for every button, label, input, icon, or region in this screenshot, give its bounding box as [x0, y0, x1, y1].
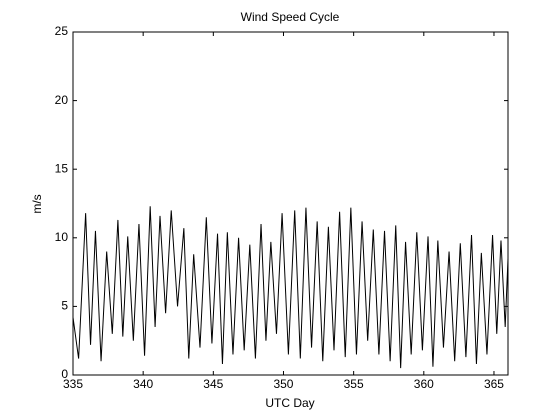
- x-tick-label: 355: [344, 377, 364, 391]
- x-axis-label: UTC Day: [265, 396, 314, 410]
- y-tick-label: 15: [55, 161, 69, 175]
- x-tick-label: 350: [273, 377, 293, 391]
- x-tick-label: 335: [63, 377, 83, 391]
- plot-box: [72, 31, 509, 376]
- data-line: [72, 206, 509, 369]
- y-tick-label: 25: [55, 24, 69, 38]
- y-tick-label: 0: [61, 367, 68, 381]
- x-tick-label: 360: [414, 377, 434, 391]
- x-tick-label: 340: [133, 377, 153, 391]
- x-tick-label: 365: [484, 377, 504, 391]
- y-tick-label: 10: [55, 230, 69, 244]
- x-tick-label: 345: [203, 377, 223, 391]
- y-tick-label: 20: [55, 93, 69, 107]
- y-tick-label: 5: [61, 299, 68, 313]
- y-axis-label: m/s: [30, 194, 44, 213]
- chart-title: Wind Speed Cycle: [241, 10, 340, 24]
